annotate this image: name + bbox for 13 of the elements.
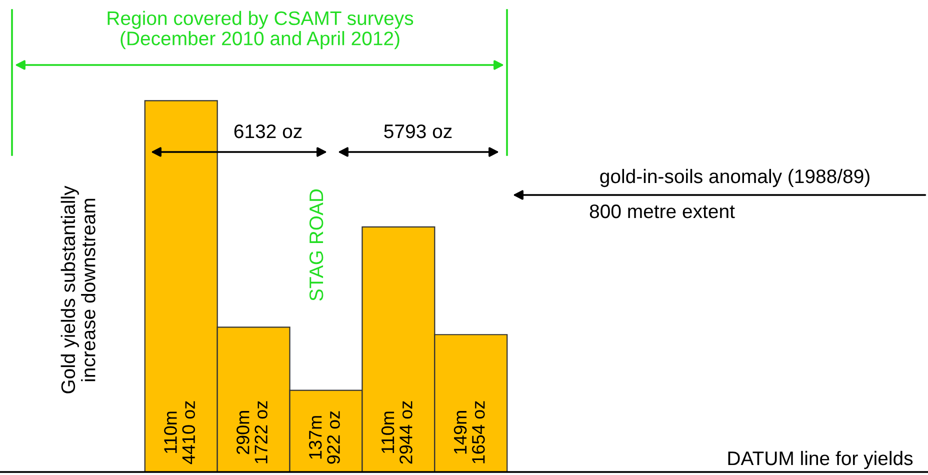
- text: Gold yields substantially increase downstream: [60, 186, 96, 394]
- annotation: STAG ROAD: [309, 189, 324, 301]
- annotation: 6132 oz: [234, 124, 302, 138]
- x-tick-label: 290m 1722 oz: [236, 401, 268, 464]
- x-tick-label: 149m 1654 oz: [454, 401, 485, 464]
- x-tick-label: 137m 922 oz: [308, 411, 340, 464]
- text: 800 metre extent: [590, 204, 735, 218]
- annotation: 5793 oz: [384, 124, 452, 138]
- text: DATUM line for yields: [728, 450, 913, 470]
- text: gold-in-soils anomaly (1988/89): [600, 168, 870, 188]
- text: Region covered by CSAMT surveys (December 2010 and April 2012): [108, 10, 414, 50]
- x-tick-label: 110m 4410 oz: [164, 401, 196, 464]
- x-tick-label: 110m 2944 oz: [381, 401, 412, 464]
